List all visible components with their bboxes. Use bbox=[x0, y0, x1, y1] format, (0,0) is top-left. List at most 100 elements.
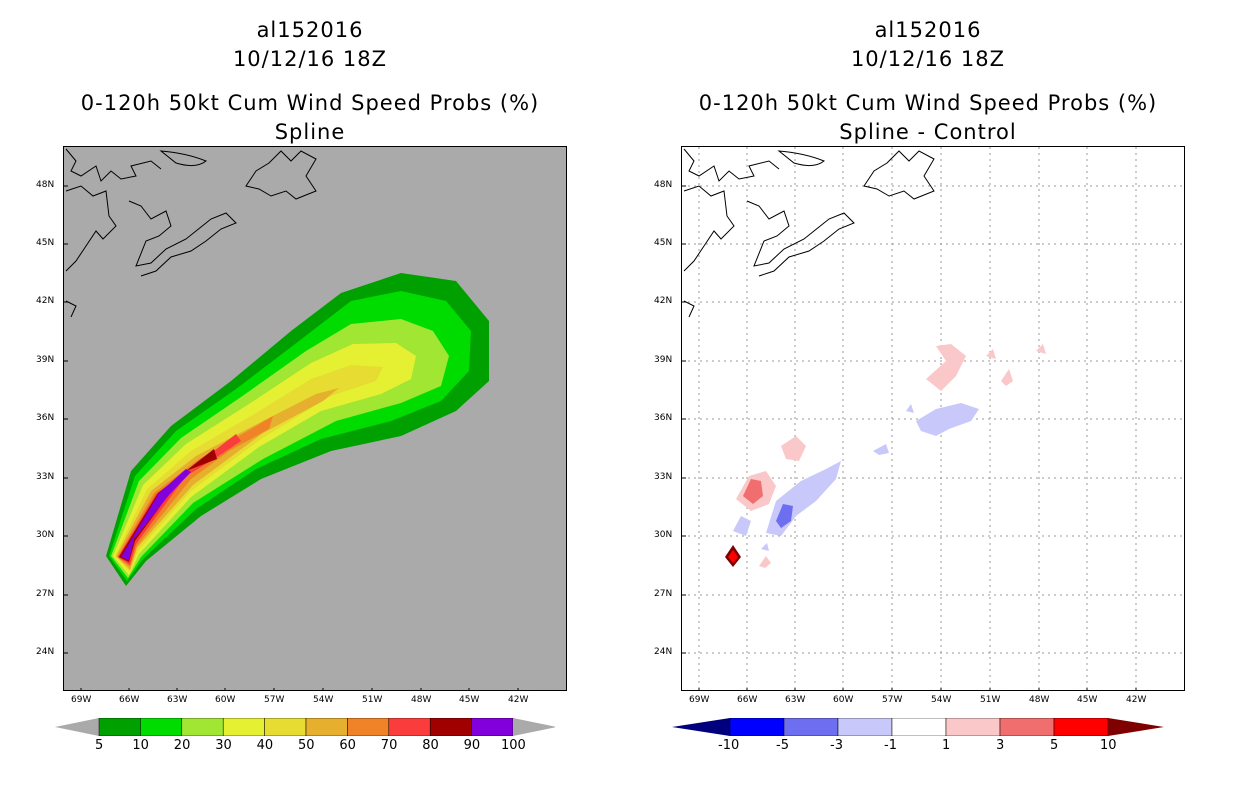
right-product-title: 0-120h 50kt Cum Wind Speed Probs (%) bbox=[698, 91, 1158, 115]
left-colorbar-label: 80 bbox=[422, 738, 439, 753]
diff-neg-1b bbox=[733, 516, 751, 536]
colorbar-cell bbox=[891, 718, 947, 736]
colorbar-cell bbox=[140, 718, 183, 736]
right-lat-label: 39N bbox=[654, 355, 673, 365]
left-colorbar-label: 50 bbox=[298, 738, 315, 753]
contour-90 bbox=[121, 469, 191, 560]
left-lon-label: 69W bbox=[71, 695, 92, 705]
colorbar-cell bbox=[98, 718, 141, 736]
left-lat-label: 30N bbox=[36, 530, 55, 540]
left-colorbar-label: 40 bbox=[256, 738, 274, 753]
diff-pos-5 bbox=[728, 550, 738, 563]
colorbar-cell bbox=[305, 718, 348, 736]
left-colorbar-label: 10 bbox=[132, 738, 149, 753]
right-colorbar-label: 3 bbox=[996, 738, 1005, 753]
right-lon-label: 66W bbox=[737, 695, 758, 705]
diff-pos-1g bbox=[759, 556, 771, 568]
right-lat-label: 24N bbox=[654, 647, 673, 657]
diff-pos-1c bbox=[926, 344, 966, 391]
diff-neg-1e bbox=[906, 404, 914, 413]
right-lat-label: 30N bbox=[654, 530, 673, 540]
left-colorbar bbox=[55, 718, 555, 736]
colorbar-cell bbox=[429, 718, 472, 736]
diff-pos-1f bbox=[1036, 344, 1046, 354]
colorbar-left-arrow bbox=[672, 718, 730, 736]
right-lat-label: 27N bbox=[654, 589, 673, 599]
right-colorbar-label: 5 bbox=[1050, 738, 1059, 753]
left-lon-label: 63W bbox=[167, 695, 188, 705]
colorbar-cell bbox=[181, 718, 224, 736]
left-lon-label: 60W bbox=[215, 695, 236, 705]
right-storm-id: al152016 bbox=[874, 18, 982, 42]
left-colorbar-label: 100 bbox=[501, 738, 526, 753]
left-colorbar-label: 30 bbox=[215, 738, 232, 753]
right-lon-label: 48W bbox=[1029, 695, 1050, 705]
gridlines bbox=[682, 147, 1184, 690]
probability-contours bbox=[106, 273, 489, 586]
right-lon-label: 69W bbox=[689, 695, 710, 705]
colorbar-cell bbox=[945, 718, 1001, 736]
right-colorbar-label: -5 bbox=[776, 738, 789, 753]
left-storm-id: al152016 bbox=[256, 18, 364, 42]
left-lat-label: 24N bbox=[36, 647, 55, 657]
left-lat-label: 48N bbox=[36, 180, 55, 190]
right-lat-label: 36N bbox=[654, 413, 673, 423]
left-lon-label: 57W bbox=[264, 695, 285, 705]
right-subtitle: Spline - Control bbox=[839, 120, 1017, 144]
right-colorbar-label: -3 bbox=[830, 738, 843, 753]
diff-pos-3 bbox=[743, 479, 763, 504]
left-lat-label: 33N bbox=[36, 472, 55, 482]
left-lat-label: 39N bbox=[36, 355, 55, 365]
left-colorbar-label: 5 bbox=[95, 738, 104, 753]
right-lon-label: 42W bbox=[1126, 695, 1147, 705]
colorbar-cell bbox=[264, 718, 307, 736]
colorbar-cell bbox=[347, 718, 390, 736]
left-lon-label: 51W bbox=[362, 695, 383, 705]
colorbar-cell bbox=[837, 718, 893, 736]
right-lat-label: 48N bbox=[654, 180, 673, 190]
right-colorbar-label: 10 bbox=[1100, 738, 1117, 753]
colorbar-left-arrow bbox=[55, 718, 99, 736]
right-colorbar-label: 1 bbox=[942, 738, 951, 753]
left-colorbar-label: 70 bbox=[380, 738, 398, 753]
left-lon-label: 66W bbox=[119, 695, 140, 705]
left-lon-label: 48W bbox=[411, 695, 432, 705]
colorbar-cell bbox=[783, 718, 839, 736]
diff-pos-1d bbox=[1001, 369, 1013, 386]
coastline bbox=[683, 148, 935, 318]
diff-neg-3 bbox=[776, 504, 793, 528]
left-colorbar-label: 60 bbox=[339, 738, 356, 753]
right-lat-label: 33N bbox=[654, 472, 673, 482]
right-axis-ticks bbox=[682, 185, 1137, 690]
colorbar-right-arrow bbox=[1108, 718, 1164, 736]
contour-30 bbox=[113, 343, 416, 575]
coastline bbox=[65, 148, 317, 318]
right-lat-label: 45N bbox=[654, 238, 673, 248]
left-colorbar-label: 90 bbox=[463, 738, 481, 753]
diff-pos-1b bbox=[781, 436, 806, 461]
colorbar-cell bbox=[999, 718, 1055, 736]
diff-neg-1 bbox=[766, 461, 841, 536]
left-lon-label: 45W bbox=[459, 695, 480, 705]
right-lat-label: 42N bbox=[654, 296, 673, 306]
left-datetime: 10/12/16 18Z bbox=[232, 47, 388, 71]
right-colorbar bbox=[672, 718, 1164, 736]
right-colorbar-label: -10 bbox=[718, 738, 740, 753]
colorbar-cell bbox=[471, 718, 514, 736]
diff-neg-1c bbox=[916, 403, 979, 436]
left-lon-label: 42W bbox=[508, 695, 529, 705]
right-lon-label: 45W bbox=[1077, 695, 1098, 705]
left-lon-label: 54W bbox=[313, 695, 334, 705]
colorbar-cell bbox=[222, 718, 265, 736]
left-lat-label: 27N bbox=[36, 589, 55, 599]
right-colorbar-label: -1 bbox=[884, 738, 897, 753]
contour-40 bbox=[115, 365, 383, 572]
left-lat-label: 36N bbox=[36, 413, 55, 423]
left-lat-label: 45N bbox=[36, 238, 55, 248]
colorbar-cell bbox=[388, 718, 431, 736]
left-colorbar-label: 20 bbox=[173, 738, 191, 753]
right-difference-map bbox=[681, 146, 1185, 691]
diff-neg-1d bbox=[873, 444, 889, 455]
diff-pos-1e bbox=[986, 349, 996, 359]
right-lon-label: 57W bbox=[882, 695, 903, 705]
